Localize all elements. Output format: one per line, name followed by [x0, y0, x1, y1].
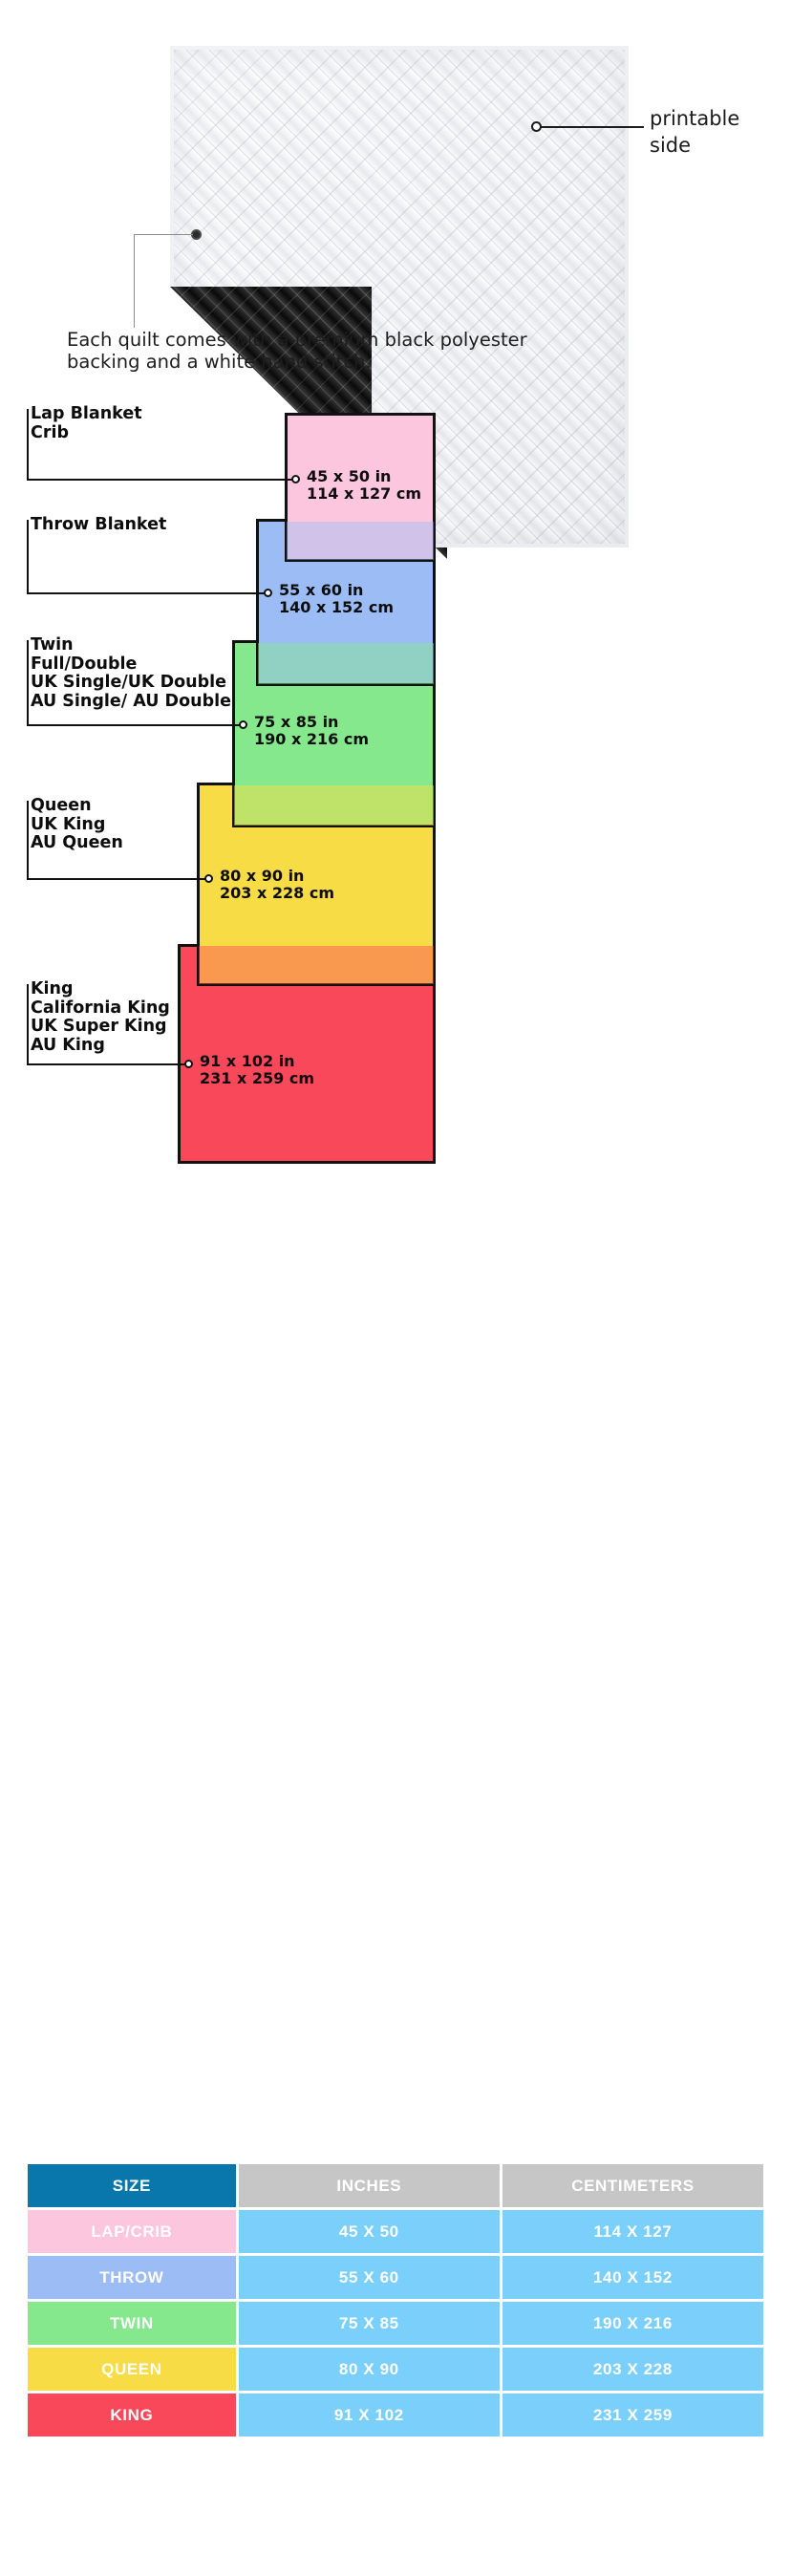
table-header-row: SIZE INCHES CENTIMETERS	[28, 2164, 763, 2207]
size-comparison-diagram: Lap Blanket Crib 45 x 50 in 114 x 127 cm…	[0, 394, 791, 1187]
callout-king-names: King California King UK Super King AU Ki…	[31, 979, 170, 1055]
callout-twin-line	[27, 724, 242, 726]
table-cell-inches: 91 X 102	[238, 2394, 500, 2436]
table-row: TWIN 75 X 85 190 X 216	[28, 2302, 763, 2345]
table-cell-centimeters: 203 X 228	[502, 2348, 763, 2391]
table-cell-centimeters: 190 X 216	[502, 2302, 763, 2345]
callout-king-dims: 91 x 102 in 231 x 259 cm	[200, 1052, 314, 1087]
table-header-centimeters: CENTIMETERS	[502, 2164, 763, 2207]
table-cell-centimeters: 114 X 127	[502, 2210, 763, 2253]
callout-throw-vertical	[27, 520, 29, 593]
callout-twin-dot-icon	[239, 720, 247, 729]
callout-lap-crib-vertical	[27, 409, 29, 480]
table-cell-centimeters: 140 X 152	[502, 2256, 763, 2299]
size-table: SIZE INCHES CENTIMETERS LAP/CRIB 45 X 50…	[25, 2161, 766, 2439]
callout-throw-dot-icon	[264, 589, 272, 597]
callout-lap-crib-dims: 45 x 50 in 114 x 127 cm	[307, 467, 421, 503]
table-header-size: SIZE	[28, 2164, 236, 2207]
callout-king-vertical	[27, 984, 29, 1064]
printable-side-leader-line	[539, 126, 644, 128]
printable-side-dot-icon	[531, 121, 542, 132]
table-cell-size: LAP/CRIB	[28, 2210, 236, 2253]
size-rect-lap-crib-fill	[288, 416, 433, 559]
size-rect-lap-crib	[285, 413, 436, 562]
quilt-caption: Each quilt comes with a premium black po…	[67, 329, 527, 373]
table-cell-centimeters: 231 X 259	[502, 2394, 763, 2436]
backing-leader-vertical	[134, 234, 136, 328]
table-cell-inches: 80 X 90	[238, 2348, 500, 2391]
callout-lap-crib-names: Lap Blanket Crib	[31, 404, 142, 442]
callout-queen-vertical	[27, 801, 29, 879]
callout-throw-names: Throw Blanket	[31, 515, 167, 534]
table-cell-inches: 45 X 50	[238, 2210, 500, 2253]
backing-leader-horizontal	[134, 234, 193, 236]
callout-lap-crib-line	[27, 479, 295, 481]
callout-king-dot-icon	[184, 1060, 193, 1068]
callout-throw-line	[27, 592, 267, 594]
table-row: LAP/CRIB 45 X 50 114 X 127	[28, 2210, 763, 2253]
callout-twin-vertical	[27, 640, 29, 725]
table-cell-inches: 75 X 85	[238, 2302, 500, 2345]
table-cell-size: QUEEN	[28, 2348, 236, 2391]
callout-twin-dims: 75 x 85 in 190 x 216 cm	[254, 713, 369, 748]
overlap-tint-throw-twin	[258, 643, 434, 684]
callout-queen-dims: 80 x 90 in 203 x 228 cm	[220, 867, 334, 902]
overlap-tint-twin-queen	[234, 785, 434, 826]
overlap-tint-queen-king	[199, 946, 434, 984]
callout-queen-names: Queen UK King AU Queen	[31, 796, 123, 852]
callout-twin-names: Twin Full/Double UK Single/UK Double AU …	[31, 635, 231, 711]
table-cell-inches: 55 X 60	[238, 2256, 500, 2299]
callout-queen-dot-icon	[204, 874, 213, 883]
table-cell-size: KING	[28, 2394, 236, 2436]
printable-side-label: printable side	[650, 107, 740, 157]
callout-lap-crib-dot-icon	[291, 475, 300, 483]
table-row: QUEEN 80 X 90 203 X 228	[28, 2348, 763, 2391]
callout-queen-line	[27, 878, 207, 880]
callout-throw-dims: 55 x 60 in 140 x 152 cm	[279, 581, 394, 616]
overlap-tint-lap-throw	[287, 522, 434, 560]
callout-king-line	[27, 1063, 187, 1065]
table-header-inches: INCHES	[238, 2164, 500, 2207]
table-cell-size: TWIN	[28, 2302, 236, 2345]
table-row: KING 91 X 102 231 X 259	[28, 2394, 763, 2436]
size-table-section: SIZE INCHES CENTIMETERS LAP/CRIB 45 X 50…	[25, 2161, 766, 2439]
table-row: THROW 55 X 60 140 X 152	[28, 2256, 763, 2299]
table-cell-size: THROW	[28, 2256, 236, 2299]
